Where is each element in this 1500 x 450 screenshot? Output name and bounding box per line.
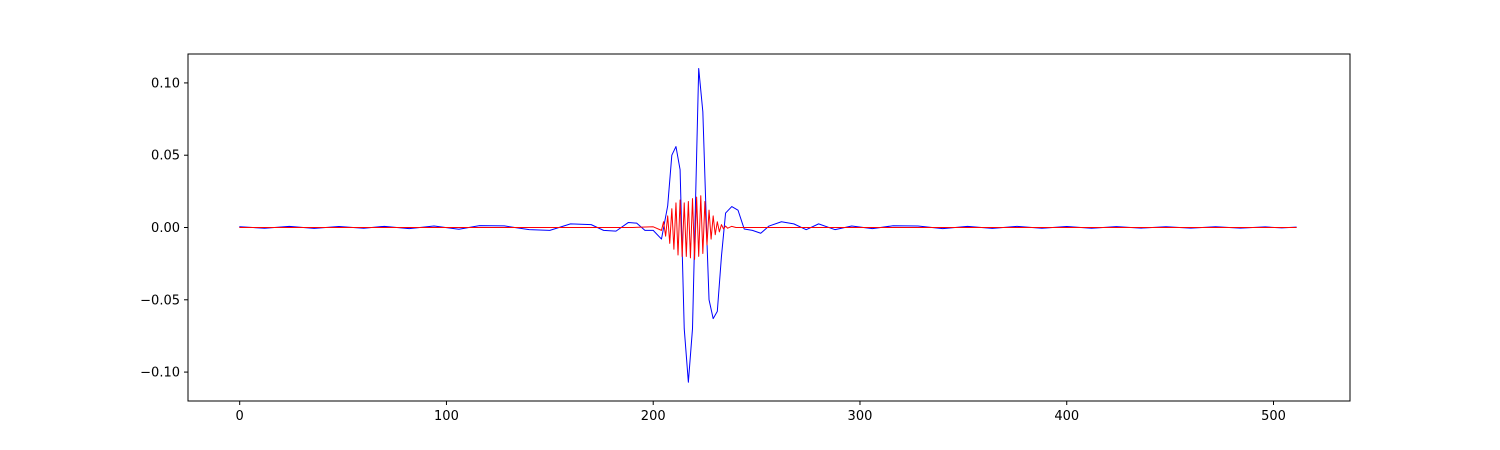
y-axis: −0.10 −0.05 0.00 0.05 0.10 bbox=[140, 76, 188, 381]
x-tick-label: 500 bbox=[1261, 409, 1286, 424]
x-tick-label: 400 bbox=[1054, 409, 1079, 424]
x-tick-label: 100 bbox=[434, 409, 459, 424]
x-tick-label: 300 bbox=[848, 409, 873, 424]
y-tick-label: 0.05 bbox=[151, 149, 180, 164]
x-tick-label: 0 bbox=[236, 409, 244, 424]
y-tick-label: −0.05 bbox=[140, 293, 180, 308]
y-tick-label: 0.00 bbox=[151, 221, 180, 236]
plot-area bbox=[239, 67, 1297, 383]
x-tick-label: 200 bbox=[641, 409, 666, 424]
x-axis: 0 100 200 300 400 500 bbox=[236, 401, 1286, 424]
y-tick-label: 0.10 bbox=[151, 76, 180, 91]
y-tick-label: −0.10 bbox=[140, 366, 180, 381]
series-line-1 bbox=[239, 195, 1297, 260]
